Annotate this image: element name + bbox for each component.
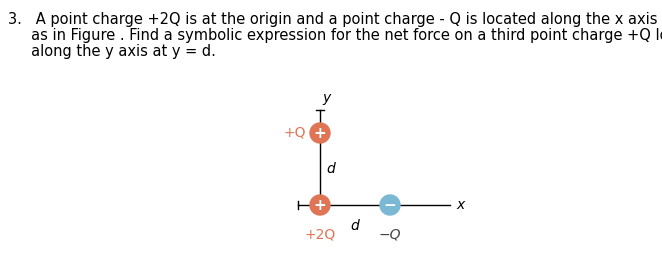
- Text: x: x: [456, 198, 464, 212]
- Text: +: +: [314, 198, 326, 213]
- Text: +Q: +Q: [283, 126, 306, 140]
- Text: −Q: −Q: [379, 227, 401, 241]
- Text: d: d: [326, 162, 335, 176]
- Text: along the y axis at y = d.: along the y axis at y = d.: [8, 44, 216, 59]
- Text: −: −: [383, 198, 397, 213]
- Text: 3.   A point charge +2Q is at the origin and a point charge - Q is located along: 3. A point charge +2Q is at the origin a…: [8, 12, 662, 27]
- Circle shape: [380, 195, 400, 215]
- Circle shape: [310, 195, 330, 215]
- Text: y: y: [322, 91, 330, 105]
- Text: +2Q: +2Q: [305, 227, 336, 241]
- Text: +: +: [314, 125, 326, 141]
- Circle shape: [310, 123, 330, 143]
- Text: d: d: [351, 219, 359, 233]
- Text: as in Figure . Find a symbolic expression for the net force on a third point cha: as in Figure . Find a symbolic expressio…: [8, 28, 662, 43]
